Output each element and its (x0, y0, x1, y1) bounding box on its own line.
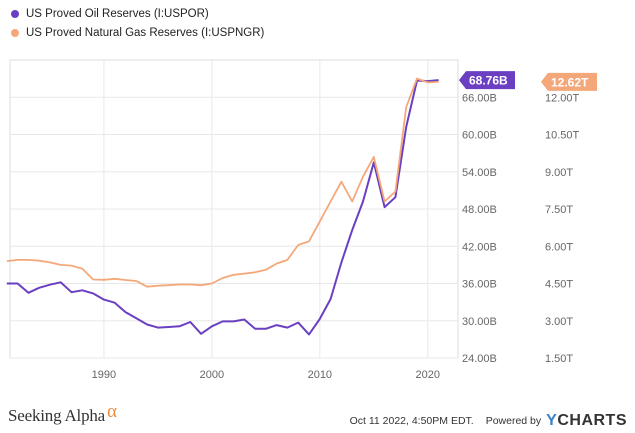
legend: US Proved Oil Reserves (I:USPOR) US Prov… (8, 4, 264, 42)
seeking-alpha-logo: Seeking Alpha α (8, 401, 117, 426)
y-tick-label-right: 10.50T (545, 130, 580, 142)
ycharts-logo[interactable]: YCHARTS (546, 412, 627, 430)
ycharts-text: CHARTS (557, 412, 627, 429)
chart-area: 24.00B 30.00B 36.00B 42.00B 48.00B 54.00B 60.0… (6, 59, 597, 381)
gas-last-value-label: 12.62T (551, 75, 589, 89)
y-tick-label-left: 36.00B (462, 279, 497, 291)
y-tick-label-right: 9.00T (545, 167, 573, 179)
y-tick-label-right: 3.00T (545, 316, 573, 328)
legend-item-gas[interactable]: US Proved Natural Gas Reserves (I:USPNGR… (8, 23, 264, 42)
y-tick-label-right: 6.00T (545, 241, 573, 253)
oil-last-value-tag (459, 71, 515, 90)
x-tick-label: 1990 (92, 369, 116, 381)
y-tick-label-left: 30.00B (462, 316, 497, 328)
legend-label-oil: US Proved Oil Reserves (I:USPOR) (26, 7, 209, 20)
y-tick-label-left: 66.00B (462, 92, 497, 104)
powered-by-label: Powered by (485, 415, 542, 427)
y-tick-label-left: 54.00B (462, 167, 497, 179)
x-tick-label: 2010 (308, 369, 332, 381)
y-tick-label-right: 4.50T (545, 279, 573, 291)
gas-last-value-tag (541, 72, 597, 91)
y-tick-label-left: 24.00B (462, 353, 497, 365)
gas-reserves-line (6, 77, 439, 288)
legend-item-oil[interactable]: US Proved Oil Reserves (I:USPOR) (8, 4, 264, 23)
x-tick-label: 2000 (200, 369, 224, 381)
y-tick-label-left: 42.00B (462, 241, 497, 253)
x-tick-label: 2020 (416, 369, 440, 381)
y-tick-label-left: 60.00B (462, 130, 497, 142)
alpha-icon: α (107, 401, 117, 422)
oil-reserves-line (6, 79, 439, 336)
brand-name: Seeking Alpha (8, 406, 106, 425)
y-tick-label-right: 1.50T (545, 353, 573, 365)
legend-marker-gas (11, 28, 19, 37)
y-tick-label-left: 48.00B (462, 204, 497, 216)
footer-info: Oct 11 2022, 4:50PM EDT. Powered by YCHA… (350, 412, 627, 430)
ycharts-y: Y (546, 412, 558, 429)
y-tick-label-right: 12.00T (545, 92, 580, 104)
timestamp: Oct 11 2022, 4:50PM EDT. (349, 415, 474, 427)
legend-label-gas: US Proved Natural Gas Reserves (I:USPNGR… (26, 26, 265, 39)
oil-last-value-label: 68.76B (469, 74, 508, 88)
legend-marker-oil (11, 9, 19, 18)
y-tick-label-right: 7.50T (545, 204, 573, 216)
